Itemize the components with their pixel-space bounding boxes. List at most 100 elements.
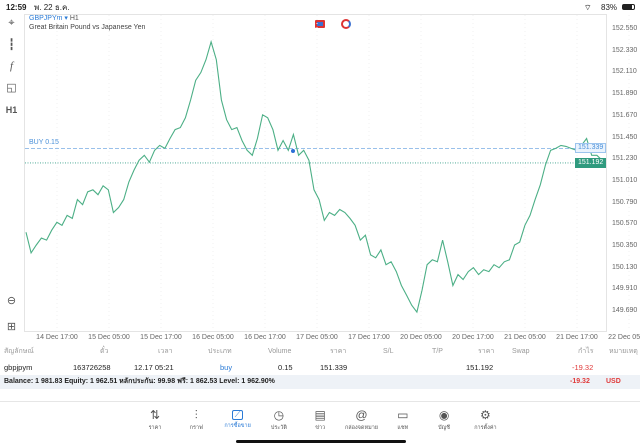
price-axis-label: 150.570 bbox=[612, 220, 638, 228]
nav-tab[interactable]: ⫶ กราฟ bbox=[176, 408, 216, 432]
price-axis-label: 151.230 bbox=[612, 155, 638, 163]
price-axis-label: 150.350 bbox=[612, 242, 638, 249]
price-axis-label: 151.450 bbox=[612, 133, 638, 141]
nav-label: การซื้อขาย bbox=[224, 423, 251, 429]
chat-icon: ▭ bbox=[397, 408, 409, 422]
column-header[interactable]: ราคา bbox=[330, 348, 347, 355]
time-axis-label: 20 Dec 17:00 bbox=[452, 334, 494, 341]
indicators-icon[interactable]: ┇ bbox=[8, 39, 15, 51]
price-axis-label: 152.330 bbox=[612, 46, 638, 54]
column-header[interactable]: S/L bbox=[383, 348, 394, 355]
timeframe-button[interactable]: H1 bbox=[5, 105, 18, 115]
zoom-icon[interactable]: ⊖ bbox=[6, 295, 17, 307]
nav-tab[interactable]: ◉ บัญชี bbox=[424, 408, 464, 432]
column-header[interactable]: T/P bbox=[432, 348, 443, 355]
time-axis-label: 15 Dec 05:00 bbox=[88, 334, 130, 341]
crosshair-icon[interactable]: ⌖ bbox=[8, 17, 15, 29]
clock: 12:59 bbox=[6, 3, 27, 12]
column-header[interactable]: เวลา bbox=[158, 348, 173, 355]
chart-title[interactable]: GBPJPYm ▾ H1 bbox=[29, 15, 79, 22]
price-axis-label: 152.110 bbox=[612, 68, 637, 76]
cell-type: buy bbox=[220, 363, 233, 372]
add-chart-icon[interactable]: ⊞ bbox=[6, 321, 17, 333]
cell-price: 151.192 bbox=[466, 363, 494, 372]
news-icon: ▤ bbox=[314, 408, 326, 422]
battery-icon bbox=[622, 4, 635, 10]
time-axis-label: 17 Dec 17:00 bbox=[348, 334, 390, 341]
symbol-name[interactable]: GBPJPYm bbox=[29, 15, 63, 22]
settings-icon: ⚙ bbox=[480, 408, 491, 422]
time-axis-label: 21 Dec 05:00 bbox=[504, 334, 546, 341]
trade-mode-icon[interactable] bbox=[341, 19, 351, 29]
buy-order-label[interactable]: BUY 0.15 bbox=[29, 139, 59, 147]
chart-toolbar: ⌖ ┇ f ◱ H1 ⊖ ⊞ bbox=[0, 14, 22, 344]
wifi-icon: ⌔ bbox=[584, 3, 592, 12]
objects-icon[interactable]: ◱ bbox=[6, 82, 17, 94]
column-header[interactable]: ตั๋ว bbox=[100, 348, 109, 355]
column-header[interactable]: ประเภท bbox=[208, 348, 232, 355]
column-header[interactable]: Volume bbox=[268, 348, 292, 355]
nav-tab[interactable]: ◷ ประวัติ bbox=[259, 408, 299, 432]
column-header[interactable]: Swap bbox=[512, 348, 530, 355]
nav-label: บัญชี bbox=[438, 425, 451, 431]
account-icon: ◉ bbox=[438, 408, 450, 422]
nav-tab[interactable]: ▭ แชท bbox=[383, 408, 423, 432]
nav-label: การตั้งค่า bbox=[474, 425, 497, 431]
time-axis-label: 20 Dec 05:00 bbox=[400, 334, 442, 341]
time-axis-label: 17 Dec 05:00 bbox=[296, 334, 338, 341]
chart-icon: ⫶ bbox=[194, 408, 198, 422]
nav-tab[interactable]: ▤ ข่าว bbox=[300, 408, 340, 432]
nav-label: กราฟ bbox=[189, 425, 203, 431]
nav-tab[interactable]: ⇅ ราคา bbox=[135, 408, 175, 432]
battery-level: 83% bbox=[601, 3, 618, 12]
order-price-badge: 151.339 bbox=[575, 143, 607, 154]
time-axis-label: 15 Dec 17:00 bbox=[140, 334, 182, 341]
time-axis-label: 22 Dec 05:00 bbox=[608, 334, 640, 341]
cell-open-price: 151.339 bbox=[320, 363, 348, 372]
nav-label: กล่องจดหมาย bbox=[344, 425, 379, 431]
balance-summary: Balance: 1 981.83 Equity: 1 962.51 หลักป… bbox=[4, 378, 275, 385]
price-axis-label: 151.010 bbox=[612, 176, 638, 184]
price-series-line bbox=[25, 39, 603, 314]
column-header[interactable]: กำไร bbox=[578, 348, 594, 355]
column-header[interactable]: หมายเหตุ bbox=[609, 348, 638, 355]
one-click-trading-icon[interactable] bbox=[315, 20, 325, 28]
cell-profit: -19.32 bbox=[572, 363, 594, 372]
time-axis-label: 14 Dec 17:00 bbox=[36, 334, 78, 341]
symbol-description: Great Britain Pound vs Japanese Yen bbox=[29, 24, 146, 31]
mailbox-icon: @ bbox=[355, 408, 368, 422]
price-axis-label: 151.670 bbox=[612, 111, 638, 119]
nav-label: ประวัติ bbox=[270, 425, 287, 431]
total-profit: -19.32 bbox=[570, 378, 590, 385]
price-axis-label: 150.790 bbox=[612, 198, 638, 206]
time-axis-label: 21 Dec 17:00 bbox=[556, 334, 598, 341]
quotes-icon: ⇅ bbox=[149, 408, 161, 422]
time-axis-label: 16 Dec 17:00 bbox=[244, 334, 286, 341]
order-marker bbox=[291, 149, 295, 153]
price-axis-label: 152.550 bbox=[612, 25, 638, 32]
cell-volume: 0.15 bbox=[278, 363, 293, 372]
chart-area[interactable] bbox=[24, 14, 607, 332]
price-chart bbox=[25, 15, 630, 331]
column-header[interactable]: สัญลักษณ์ bbox=[4, 348, 34, 355]
nav-label: แชท bbox=[397, 425, 409, 431]
price-axis-label: 150.130 bbox=[612, 263, 638, 271]
price-axis-label: 149.910 bbox=[612, 285, 638, 293]
cell-symbol[interactable]: gbpjpym bbox=[4, 363, 33, 372]
history-icon: ◷ bbox=[273, 408, 285, 422]
trade-icon: ⟋ bbox=[232, 410, 244, 420]
price-axis-label: 151.890 bbox=[612, 90, 638, 98]
balance-row: Balance: 1 981.83 Equity: 1 962.51 หลักป… bbox=[0, 375, 640, 389]
function-icon[interactable]: f bbox=[9, 60, 14, 72]
nav-tab[interactable]: ⟋ การซื้อขาย bbox=[218, 408, 258, 430]
nav-tab[interactable]: ⚙ การตั้งค่า bbox=[465, 408, 505, 432]
time-axis-label: 16 Dec 05:00 bbox=[192, 334, 234, 341]
column-header[interactable]: ราคา bbox=[478, 348, 495, 355]
current-price-badge: 151.192 bbox=[575, 157, 607, 168]
nav-label: ราคา bbox=[148, 425, 162, 431]
home-indicator bbox=[236, 440, 406, 443]
nav-tab[interactable]: @ กล่องจดหมาย bbox=[342, 408, 382, 432]
nav-label: ข่าว bbox=[315, 425, 326, 431]
cell-time: 12.17 05:21 bbox=[134, 363, 174, 372]
status-bar: 12:59 พ. 22 ธ.ค. ⌔ 83% bbox=[0, 0, 640, 13]
